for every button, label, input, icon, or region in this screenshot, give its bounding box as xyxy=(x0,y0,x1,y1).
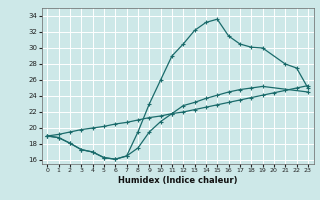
X-axis label: Humidex (Indice chaleur): Humidex (Indice chaleur) xyxy=(118,176,237,185)
